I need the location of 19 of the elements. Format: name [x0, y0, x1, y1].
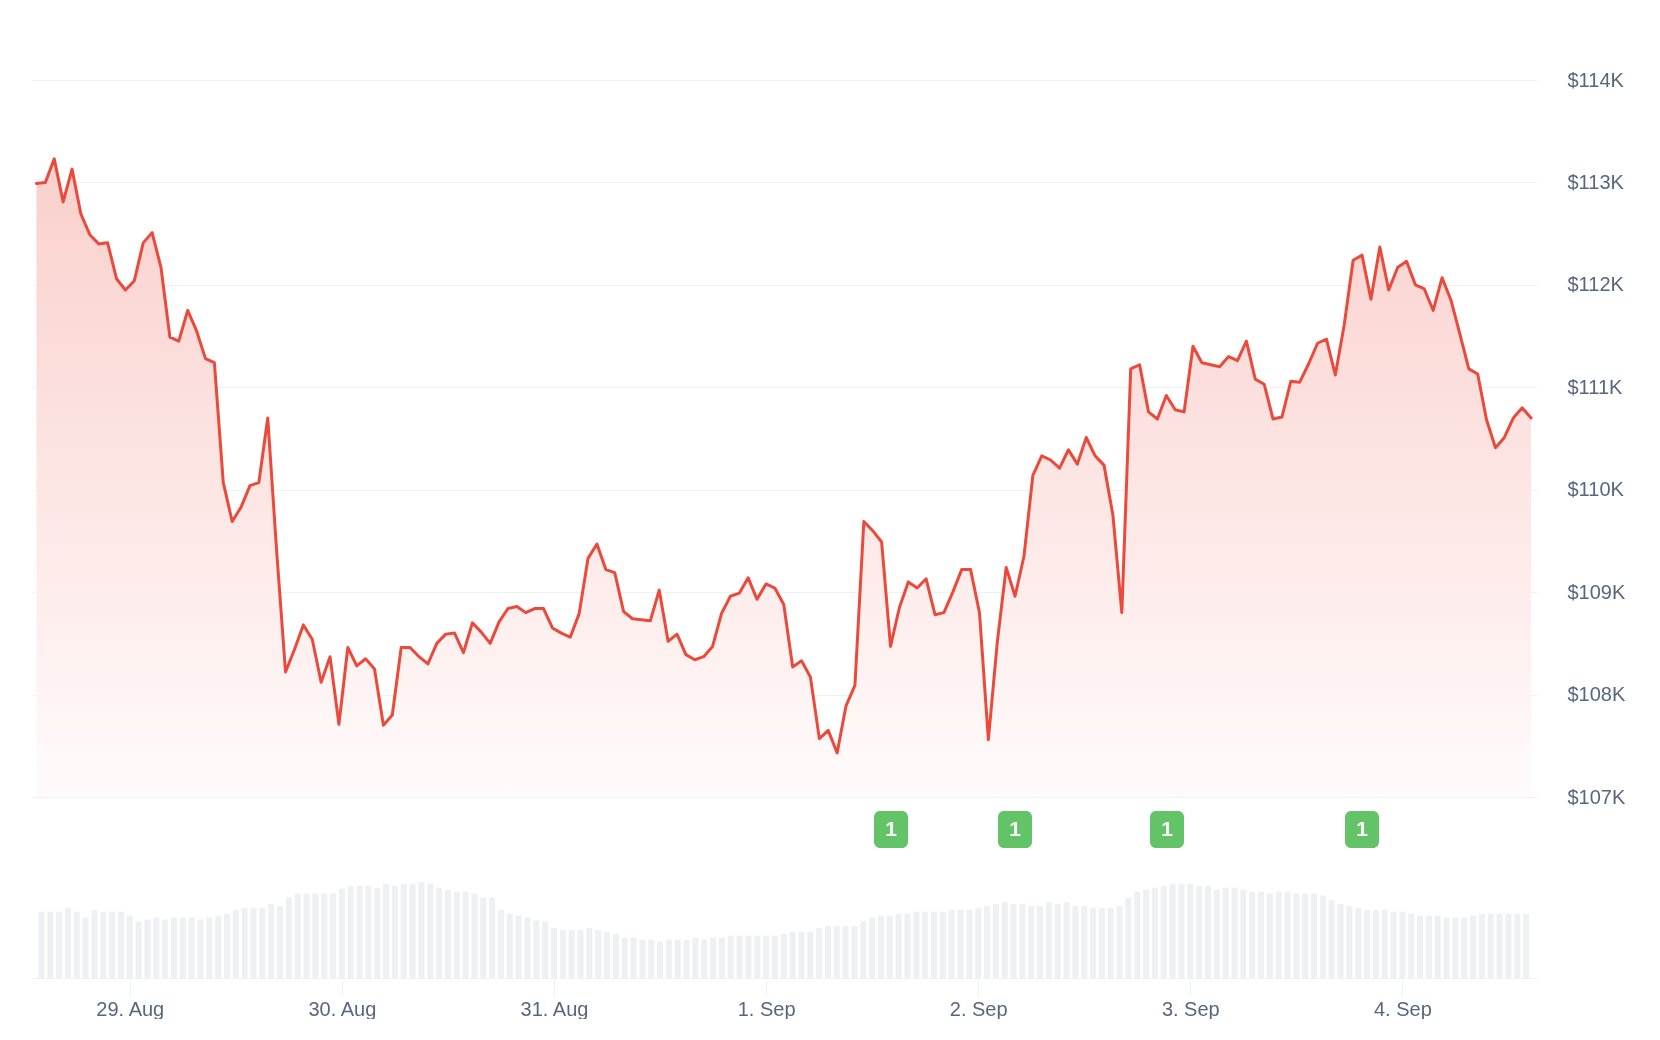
x-tick-label: 4. Sep — [1373, 997, 1432, 1020]
y-tick-label: $112K — [1567, 273, 1625, 296]
text: 1 — [885, 817, 898, 840]
text: 1 — [1161, 817, 1174, 840]
x-tick-label: 30. Aug — [308, 997, 377, 1020]
x-tick-label: 3. Sep — [1161, 997, 1220, 1020]
y-tick-label: $110K — [1567, 478, 1625, 501]
x-tick-label: 31. Aug — [520, 997, 589, 1020]
y-tick-label: $109K — [1567, 580, 1626, 603]
text: 1 — [1356, 817, 1369, 840]
y-tick-label: $107K — [1567, 785, 1626, 808]
y-tick-label: $111K — [1567, 375, 1624, 398]
y-tick-label: $114K — [1567, 68, 1625, 91]
text: 1 — [1009, 817, 1022, 840]
x-tick-label: 29. Aug — [96, 997, 165, 1020]
y-tick-label: $108K — [1567, 683, 1626, 706]
y-tick-label: $113K — [1567, 170, 1625, 193]
x-tick-label: 2. Sep — [949, 997, 1008, 1020]
x-tick-label: 1. Sep — [737, 997, 796, 1020]
